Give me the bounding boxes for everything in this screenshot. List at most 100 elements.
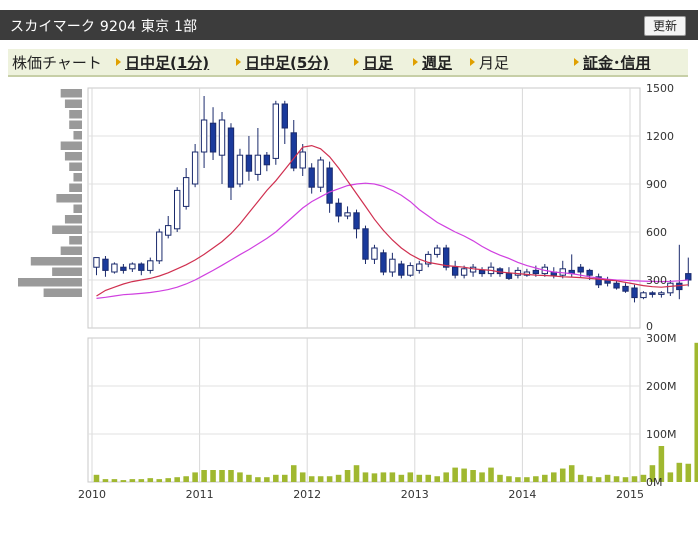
candle	[93, 257, 100, 276]
candle	[263, 152, 271, 172]
volume-by-price	[18, 89, 82, 297]
candle	[685, 257, 692, 287]
candle	[173, 187, 181, 232]
arrow-icon	[116, 58, 121, 66]
volume-bar	[649, 465, 656, 482]
moving-averages	[96, 144, 689, 299]
volume-bar	[201, 470, 207, 482]
candle-body-down	[263, 154, 271, 166]
x-tick-label: 2015	[616, 488, 644, 501]
volume-bar	[658, 446, 665, 482]
volume-bar	[577, 474, 584, 482]
chart-nav: 株価チャート 日中足(1分) 日中足(5分) 日足 週足 月足 証金･信用	[8, 49, 688, 77]
volume-bar	[524, 477, 530, 482]
nav-monthly-current: 月足	[470, 52, 509, 73]
candle-body-up	[416, 263, 423, 271]
nav-intraday-1min[interactable]: 日中足(1分)	[116, 52, 209, 73]
candle-body-up	[93, 257, 100, 268]
candle	[649, 291, 656, 298]
volume-bar	[640, 474, 647, 482]
volume-bar	[559, 468, 566, 482]
price-volume-bar	[69, 110, 82, 119]
volume-bar	[111, 479, 118, 482]
volume-bar	[676, 462, 683, 482]
axis-labels: 2010 2011 2012 2013 2014 2015 0 300 600 900 1200 15…	[78, 82, 677, 501]
volume-bar	[622, 477, 629, 482]
volume-bar	[434, 476, 440, 482]
candle	[299, 144, 306, 176]
price-volume-bar	[73, 204, 82, 213]
page-header: スカイマーク 9204 東京 1部 更新	[0, 10, 698, 40]
candle	[281, 100, 288, 144]
x-tick-label: 2014	[508, 488, 536, 501]
candle-body-down	[595, 276, 602, 286]
chart-grid	[88, 88, 640, 482]
refresh-button[interactable]: 更新	[644, 16, 686, 36]
candle	[317, 156, 324, 192]
price-tick-label: 900	[646, 178, 667, 191]
candle-body-down	[442, 247, 450, 268]
candle	[371, 244, 378, 264]
nav-margin-credit[interactable]: 証金･信用	[574, 52, 651, 73]
volume-bar	[685, 463, 692, 482]
price-volume-bar	[60, 89, 82, 98]
candle-body-down	[362, 228, 369, 260]
volume-bar	[147, 478, 154, 482]
candle	[200, 96, 208, 168]
candle	[335, 198, 342, 223]
volume-bar	[174, 477, 180, 482]
volume-bar	[210, 470, 216, 482]
candle-body-down	[245, 154, 253, 172]
candle-body-up	[173, 189, 181, 230]
candle-body-up	[559, 268, 566, 276]
candle	[631, 284, 638, 303]
volume-panel	[87, 337, 641, 483]
volume-bar	[219, 470, 225, 482]
candle-body-down	[613, 282, 620, 289]
candle	[344, 206, 351, 220]
price-volume-bar	[52, 225, 82, 234]
candle-body-up	[200, 119, 208, 153]
candle	[595, 273, 602, 288]
candle-body-up	[165, 225, 172, 236]
x-tick-label: 2010	[78, 488, 106, 501]
volume-bar	[586, 476, 593, 482]
candle-body-down	[685, 273, 692, 281]
candle	[667, 280, 674, 296]
price-volume-bar	[64, 215, 82, 224]
candle	[245, 136, 253, 181]
candle	[416, 260, 423, 274]
nav-weekly[interactable]: 週足	[413, 52, 452, 73]
volume-bar	[102, 479, 109, 482]
candle-body-down	[102, 258, 109, 271]
candle-body-down	[676, 282, 683, 291]
volume-bar	[694, 342, 698, 482]
candle-body-down	[505, 273, 513, 279]
candle	[434, 244, 441, 258]
volume-bar	[407, 472, 414, 482]
nav-intraday-5min[interactable]: 日中足(5分)	[236, 52, 329, 73]
candle	[451, 260, 459, 279]
candle	[290, 120, 297, 172]
candle-body-down	[631, 287, 638, 299]
volume-bar	[138, 479, 145, 482]
candle	[209, 107, 217, 160]
arrow-icon	[413, 58, 418, 66]
candle	[442, 244, 450, 271]
volume-bar	[551, 472, 557, 482]
candle	[478, 267, 486, 277]
candles	[93, 96, 692, 303]
candle-body-up	[344, 212, 351, 217]
nav-daily[interactable]: 日足	[354, 52, 393, 73]
arrow-icon	[236, 58, 241, 66]
candle	[622, 283, 629, 293]
price-tick-label: 0	[646, 320, 653, 333]
volume-bar	[479, 472, 485, 482]
candle-body-down	[577, 266, 584, 273]
candle-body-up	[254, 154, 262, 175]
candle-body-up	[129, 263, 136, 270]
arrow-icon	[574, 58, 579, 66]
price-volume-bar	[73, 173, 82, 182]
candle	[469, 264, 477, 277]
candle	[362, 225, 369, 264]
